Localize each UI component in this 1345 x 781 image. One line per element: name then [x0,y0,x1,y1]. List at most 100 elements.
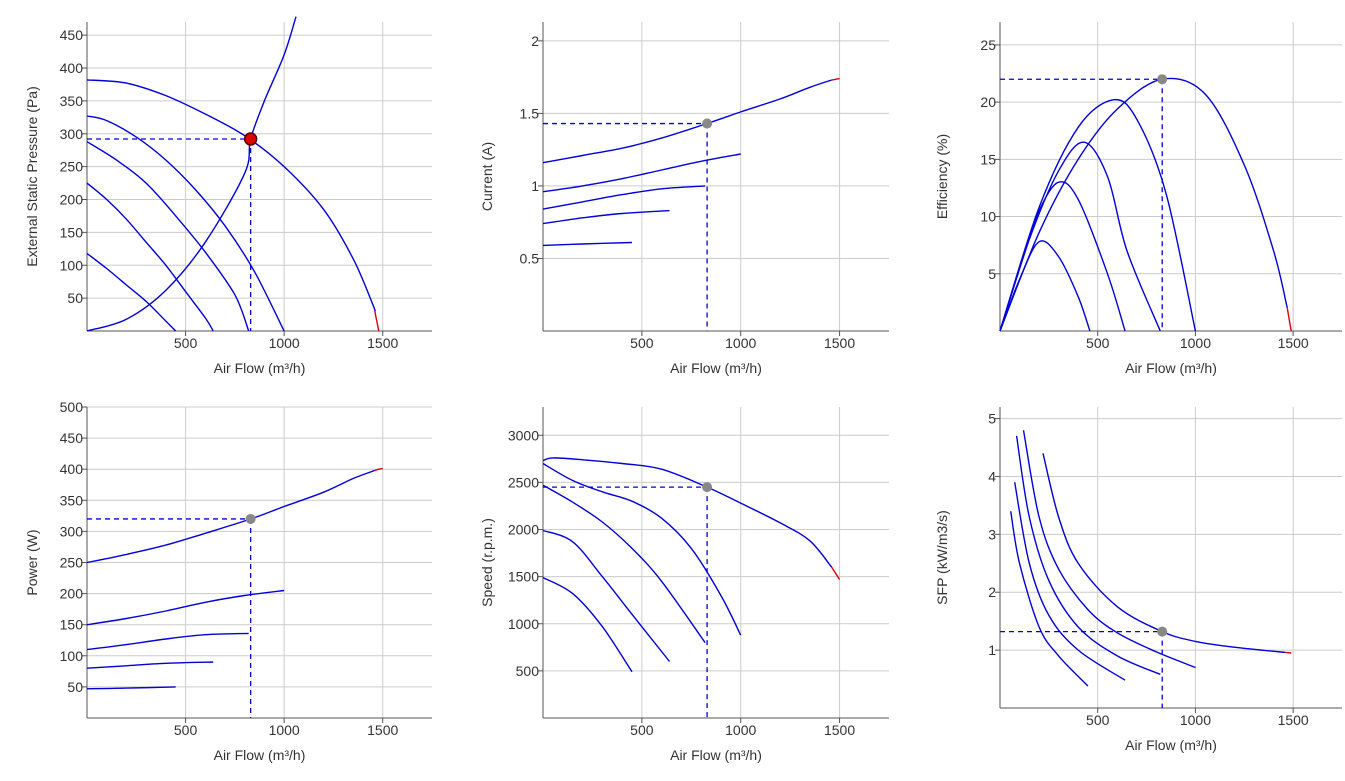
power-y-tick-label: 250 [60,555,84,571]
power-y-tick-label: 150 [60,617,84,633]
pressure-x-tick-label: 500 [174,335,198,351]
efficiency-y-axis-label: Efficiency (%) [934,134,950,219]
sfp-y-axis-label: SFP (kW/m3/s) [934,510,950,605]
current-series-1-line [542,79,832,164]
power-chart-panel: 50 100 150 200 250 300 350 400 450 500 500 1000 1500… [0,390,448,780]
efficiency-y-tick-label: 10 [980,209,996,225]
power-series-1-max-segment [374,467,383,472]
speed-x-tick-label: 500 [630,722,654,738]
pressure-series-6-line [86,16,297,332]
efficiency-x-tick-label: 1000 [1180,335,1211,351]
pressure-x-tick-label: 1000 [269,335,300,351]
sfp-chart-panel: 1 2 3 4 5 500 1000 1500 Air Flow (m³/h) SFP (kW/m… [910,390,1345,780]
current-series-1-max-segment [831,77,840,81]
speed-x-axis-label: Air Flow (m³/h) [670,747,762,763]
sfp-series-4-line [1014,482,1126,681]
power-x-tick-label: 1000 [269,722,300,738]
sfp-x-tick-label: 500 [1086,712,1110,728]
pressure-duty-point[interactable] [243,132,258,146]
speed-series-1-max-segment [831,566,841,580]
current-chart: 0.5 1 1.5 2 500 1000 1500 Air Flow (m³/h) Curren… [479,22,889,376]
current-y-tick-label: 1 [531,178,539,194]
current-y-tick-label: 1.5 [520,105,540,121]
speed-series-1-line [542,457,833,568]
speed-duty-point[interactable] [702,482,713,493]
current-series-4-line [542,209,670,225]
speed-y-tick-label: 1000 [508,616,539,632]
sfp-x-tick-label: 1500 [1278,712,1309,728]
efficiency-y-tick-label: 15 [980,151,996,167]
speed-series-2-line [542,462,742,636]
efficiency-x-tick-label: 1500 [1278,335,1309,351]
power-chart: 50 100 150 200 250 300 350 400 450 500 500 1000 1500… [24,399,432,763]
pressure-y-tick-label: 450 [60,27,84,43]
pressure-series-4-line [86,182,214,332]
pressure-y-tick-label: 300 [60,126,84,142]
speed-chart: 500 1000 1500 2000 2500 3000 500 1000 1500 Air Fl… [479,407,889,763]
speed-x-tick-label: 1500 [824,722,855,738]
pressure-y-tick-label: 400 [60,60,84,76]
sfp-x-tick-label: 1000 [1180,712,1211,728]
sfp-series-2-line [1022,430,1196,669]
power-series-2-line [86,589,285,626]
pressure-chart: 50 100 150 200 250 300 350 400 450 500 1000 1500 Air… [24,16,432,376]
efficiency-series-5-line [999,240,1091,332]
sfp-y-tick-label: 5 [988,411,996,427]
pressure-y-tick-label: 150 [60,224,84,240]
sfp-series-3-line [1015,435,1161,676]
speed-y-tick-label: 1500 [508,569,539,585]
efficiency-y-tick-label: 25 [980,37,996,53]
efficiency-duty-point[interactable] [1157,74,1168,85]
current-series-5-line [542,241,633,247]
pressure-series-3-line [86,141,250,332]
power-y-tick-label: 350 [60,492,84,508]
sfp-duty-point[interactable] [1157,626,1168,637]
efficiency-series-4-line [999,181,1126,332]
power-x-tick-label: 1500 [367,722,398,738]
power-x-tick-label: 500 [174,722,198,738]
power-y-tick-label: 500 [60,399,84,415]
speed-y-axis-label: Speed (r.p.m.) [479,518,495,607]
pressure-series-1-line [86,79,376,312]
power-duty-point[interactable] [245,513,256,524]
speed-chart-panel: 500 1000 1500 2000 2500 3000 500 1000 1500 Air Fl… [455,390,903,780]
power-y-tick-label: 200 [60,586,84,602]
efficiency-chart-panel: 5 10 15 20 25 500 1000 1500 Air Flow (m³/h) Effic… [910,0,1345,390]
power-series-4-line [86,661,214,669]
power-y-tick-label: 300 [60,523,84,539]
efficiency-chart: 5 10 15 20 25 500 1000 1500 Air Flow (m³/h) Effic… [934,22,1342,376]
current-y-tick-label: 2 [531,33,539,49]
pressure-y-tick-label: 250 [60,159,84,175]
current-x-tick-label: 1500 [824,335,855,351]
power-series-5-line [86,686,176,690]
power-y-tick-label: 100 [60,648,84,664]
speed-y-tick-label: 500 [516,663,540,679]
current-x-axis-label: Air Flow (m³/h) [670,360,762,376]
sfp-y-tick-label: 2 [988,584,996,600]
speed-series-4-line [542,529,671,662]
speed-series-5-line [542,576,633,673]
current-chart-panel: 0.5 1 1.5 2 500 1000 1500 Air Flow (m³/h) Curren… [455,0,903,390]
pressure-series-1-max-segment [374,311,380,332]
efficiency-y-tick-label: 5 [988,266,996,282]
current-series-3-line [542,185,706,210]
power-y-tick-label: 400 [60,461,84,477]
sfp-y-tick-label: 3 [988,526,996,542]
current-series-2-line [542,153,741,193]
speed-y-tick-label: 3000 [508,427,539,443]
sfp-series-1-max-segment [1285,651,1292,654]
speed-x-tick-label: 1000 [725,722,756,738]
current-x-tick-label: 1000 [725,335,756,351]
current-y-tick-label: 0.5 [520,250,540,266]
pressure-y-tick-label: 200 [60,192,84,208]
current-x-tick-label: 500 [630,335,654,351]
speed-y-tick-label: 2000 [508,522,539,538]
speed-series-3-line [542,484,706,644]
efficiency-series-2-line [999,98,1197,332]
speed-y-tick-label: 2500 [508,474,539,490]
efficiency-x-axis-label: Air Flow (m³/h) [1125,360,1217,376]
current-duty-point[interactable] [702,118,713,129]
sfp-series-1-line [1042,453,1286,654]
sfp-chart: 1 2 3 4 5 500 1000 1500 Air Flow (m³/h) SFP (kW/m… [934,407,1342,753]
efficiency-x-tick-label: 500 [1086,335,1110,351]
